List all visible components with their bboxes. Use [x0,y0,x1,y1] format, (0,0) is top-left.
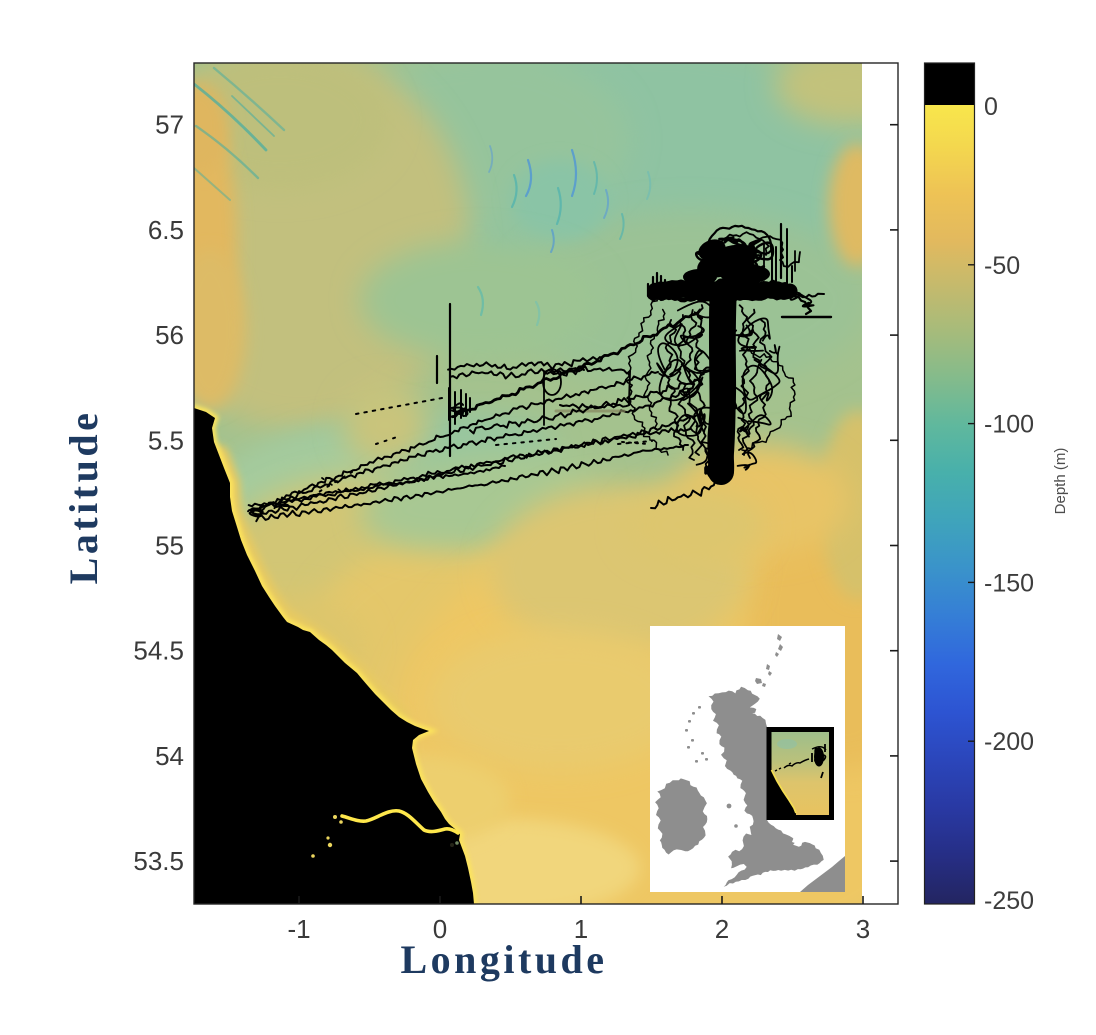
svg-text:-1: -1 [287,914,310,944]
svg-text:0: 0 [433,914,447,944]
svg-text:1: 1 [574,914,588,944]
svg-text:54: 54 [155,741,184,771]
svg-text:Latitude: Latitude [61,410,106,585]
svg-text:55: 55 [155,531,184,561]
svg-text:6.5: 6.5 [148,215,184,245]
svg-text:54.5: 54.5 [133,636,184,666]
svg-text:56: 56 [155,320,184,350]
svg-text:-200: -200 [984,728,1034,756]
svg-text:57: 57 [155,110,184,140]
svg-text:-250: -250 [984,887,1034,915]
svg-text:5.5: 5.5 [148,425,184,455]
svg-text:Longitude: Longitude [400,937,607,982]
svg-text:-50: -50 [984,252,1020,280]
svg-text:-150: -150 [984,569,1034,597]
svg-text:-100: -100 [984,411,1034,439]
svg-text:2: 2 [715,914,729,944]
svg-text:3: 3 [856,914,870,944]
svg-text:Depth (m): Depth (m) [1052,448,1069,515]
svg-text:0: 0 [984,93,998,121]
svg-text:53.5: 53.5 [133,846,184,876]
